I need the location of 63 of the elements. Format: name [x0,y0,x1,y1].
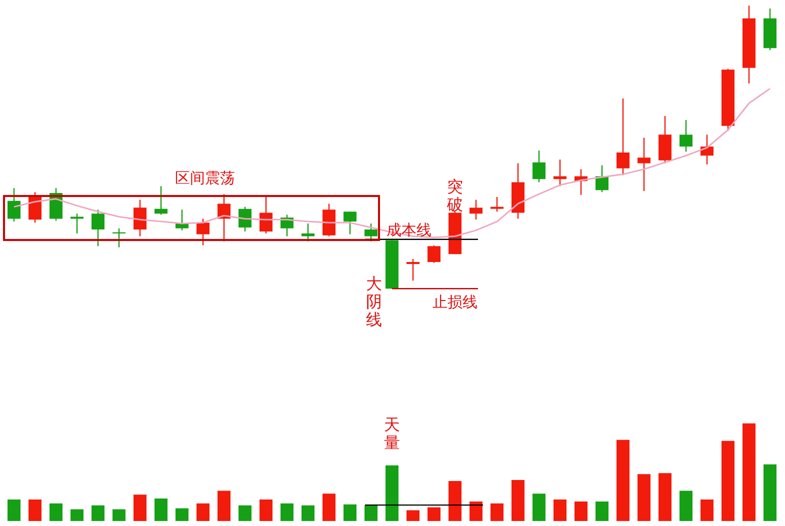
bar [386,465,398,521]
candlestick [176,209,189,231]
bar [532,494,546,521]
bar [196,503,210,521]
bar [658,473,672,521]
bar [302,505,314,521]
bar [28,500,42,521]
candlestick [616,98,630,176]
bar [260,500,272,521]
bar [364,505,378,521]
ref-line-label: 止损线 [432,293,478,311]
candlestick [260,196,272,234]
bar [322,494,336,521]
candlestick [637,137,650,192]
candlestick [134,199,147,237]
bar [700,500,714,521]
candlestick [92,209,105,247]
annotation: 区间震荡 [175,169,235,187]
candlestick [238,206,252,232]
candlestick [8,188,21,222]
bar [574,501,588,521]
candlestick [406,258,420,282]
bar [70,509,84,521]
bar [50,503,63,521]
bar [512,480,524,521]
bar [112,509,126,521]
bar [344,504,356,521]
candlestick [70,213,84,234]
bar [280,503,294,521]
bar [679,490,692,521]
candlestick [364,222,378,242]
bar [470,501,482,521]
bar [763,464,776,521]
annotation: 天量 [384,415,400,452]
bar [8,500,21,521]
bar [595,501,608,521]
candlestick [344,211,356,235]
bar [154,498,168,521]
annotation: 突破 [446,177,463,214]
bar [721,440,734,521]
annotation: 大阴线 [366,274,382,329]
ref-line-label: 成本线 [386,221,432,239]
candlestick [679,119,692,152]
bar [92,505,105,521]
bar [742,423,756,521]
bar [238,505,252,521]
bar [490,503,504,521]
bar [448,480,462,521]
bar [218,490,231,521]
bar [616,440,630,521]
candlestick [490,196,504,212]
candlestick [302,222,314,242]
bar [637,474,650,521]
candlestick [532,150,546,183]
candlestick [428,244,440,264]
bar [406,510,420,521]
bar [134,494,147,521]
candlestick [196,218,210,246]
bar [176,508,189,521]
bar [428,507,440,521]
candlestick [470,199,482,220]
candlestick [154,186,168,216]
bar [553,500,566,521]
